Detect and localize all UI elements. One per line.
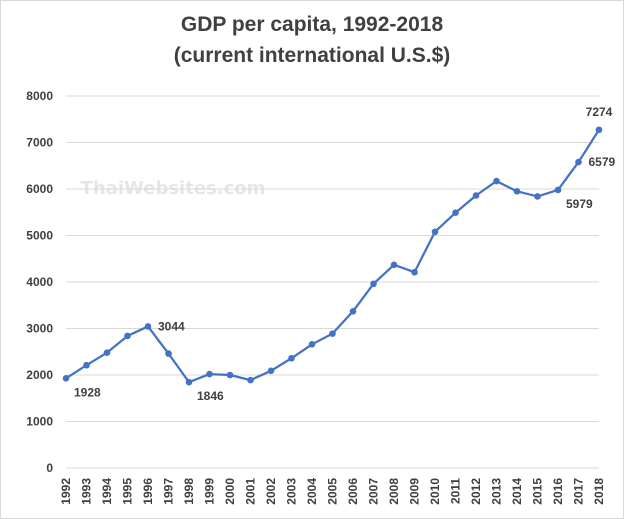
data-point [329, 330, 336, 337]
data-point [267, 367, 275, 375]
x-tick-label: 2013 [490, 478, 504, 505]
y-tick-label: 2000 [26, 368, 53, 382]
y-tick-label: 1000 [26, 415, 53, 429]
x-tick-label: 2001 [244, 478, 258, 505]
data-point [206, 370, 213, 378]
data-point [390, 261, 398, 269]
x-tick-label: 1994 [100, 478, 114, 505]
x-tick-label: 2002 [264, 478, 278, 505]
x-tick-label: 1993 [80, 478, 94, 505]
data-label: 7274 [586, 105, 613, 119]
x-tick-label: 2004 [305, 478, 319, 505]
data-point [534, 193, 541, 200]
data-label: 1846 [197, 389, 224, 403]
data-point [288, 354, 295, 362]
x-tick-label: 2003 [285, 478, 299, 505]
gridlines [66, 95, 599, 469]
y-axis-tick-labels: 0 1000 2000 3000 4000 5000 6000 7000 8000 [26, 89, 53, 475]
y-tick-label: 6000 [26, 182, 53, 196]
data-point [370, 280, 377, 288]
data-point [226, 371, 234, 379]
data-point [554, 186, 562, 194]
x-tick-label: 2014 [510, 478, 524, 505]
x-tick-label: 2010 [428, 478, 442, 505]
x-tick-label: 1998 [182, 478, 196, 505]
data-point [124, 332, 131, 340]
x-tick-label: 1997 [162, 478, 176, 505]
data-point [595, 126, 603, 134]
data-label: 1928 [74, 385, 101, 399]
x-tick-label: 2018 [592, 478, 606, 505]
x-tick-label: 2008 [387, 478, 401, 505]
x-tick-label: 2006 [346, 478, 360, 505]
y-tick-label: 5000 [26, 229, 53, 243]
data-point [308, 341, 316, 348]
x-tick-label: 1995 [121, 478, 135, 505]
x-tick-label: 2005 [326, 478, 340, 505]
data-label: 5979 [566, 197, 593, 211]
data-point [513, 188, 521, 195]
data-label: 6579 [589, 155, 616, 169]
x-tick-label: 2009 [408, 478, 422, 505]
y-tick-label: 4000 [26, 275, 53, 289]
x-tick-label: 1999 [203, 478, 217, 505]
x-tick-label: 2015 [531, 478, 545, 505]
x-tick-label: 2007 [367, 478, 381, 505]
data-label: 3044 [158, 319, 185, 333]
series-gdp-per-capita [62, 126, 603, 386]
x-tick-label: 2012 [469, 478, 483, 505]
data-point [165, 350, 172, 357]
y-tick-label: 0 [46, 461, 53, 475]
data-point [493, 177, 500, 185]
data-point [62, 375, 70, 382]
data-point [103, 349, 111, 356]
data-point [472, 192, 480, 199]
x-tick-label: 1992 [59, 478, 73, 505]
x-tick-label: 2000 [223, 478, 237, 505]
x-tick-label: 2016 [551, 478, 565, 505]
data-point [411, 268, 418, 276]
series-line [65, 129, 600, 384]
data-point [452, 209, 459, 217]
data-point [185, 378, 193, 386]
x-axis-tick-labels: 1992 1993 1994 1995 1996 1997 1998 1999 2000 2001… [59, 478, 606, 505]
data-point [144, 323, 152, 330]
x-tick-label: 1996 [141, 478, 155, 505]
data-point [575, 158, 582, 166]
data-point [83, 361, 90, 369]
data-point [349, 307, 357, 315]
data-labels: 1928 3044 1846 5979 6579 7274 [74, 105, 616, 403]
x-tick-label: 2011 [449, 478, 463, 504]
data-point [431, 228, 439, 236]
chart-title: GDP per capita, 1992-2018 [181, 13, 444, 36]
chart-subtitle: (current international U.S.$) [174, 44, 451, 67]
y-tick-label: 8000 [26, 89, 53, 103]
data-point [247, 376, 254, 384]
y-tick-label: 7000 [26, 136, 53, 150]
x-tick-label: 2017 [572, 478, 586, 505]
y-tick-label: 3000 [26, 322, 53, 336]
